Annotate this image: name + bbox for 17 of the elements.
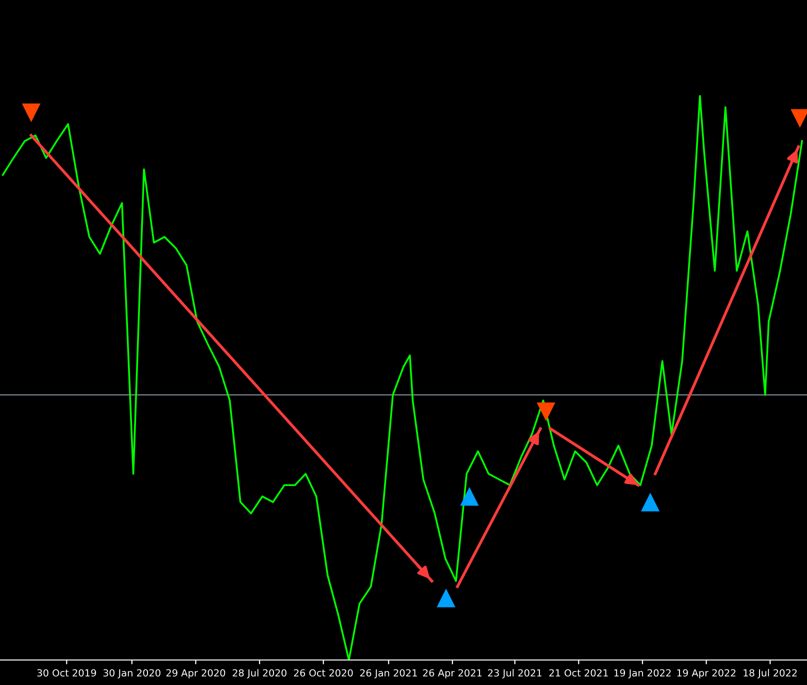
x-tick-label: 30 Jan 2020 [104,669,160,678]
x-tick-label: 21 Oct 2021 [549,669,608,677]
x-tick-label: 23 Jul 2021 [488,669,542,678]
point [640,492,660,512]
x-tick-label: 26 Jan 2021 [360,669,417,678]
x-tick-label: 29 Apr 2020 [166,669,226,678]
x-tick-label: 19 Jan 2022 [614,669,671,678]
point [536,402,556,422]
x-tick-label: 26 Apr 2021 [423,669,482,678]
x-tick-label: 28 Jul 2020 [232,669,286,678]
x-tick-label: 30 Oct 2019 [37,669,96,677]
x-tick-label: 19 Apr 2022 [677,669,736,678]
point [436,588,456,608]
x-tick-label: 26 Oct 2020 [294,669,353,677]
point [22,104,41,122]
x-tick-label: 18 Jul 2022 [744,669,797,678]
point [460,487,479,506]
